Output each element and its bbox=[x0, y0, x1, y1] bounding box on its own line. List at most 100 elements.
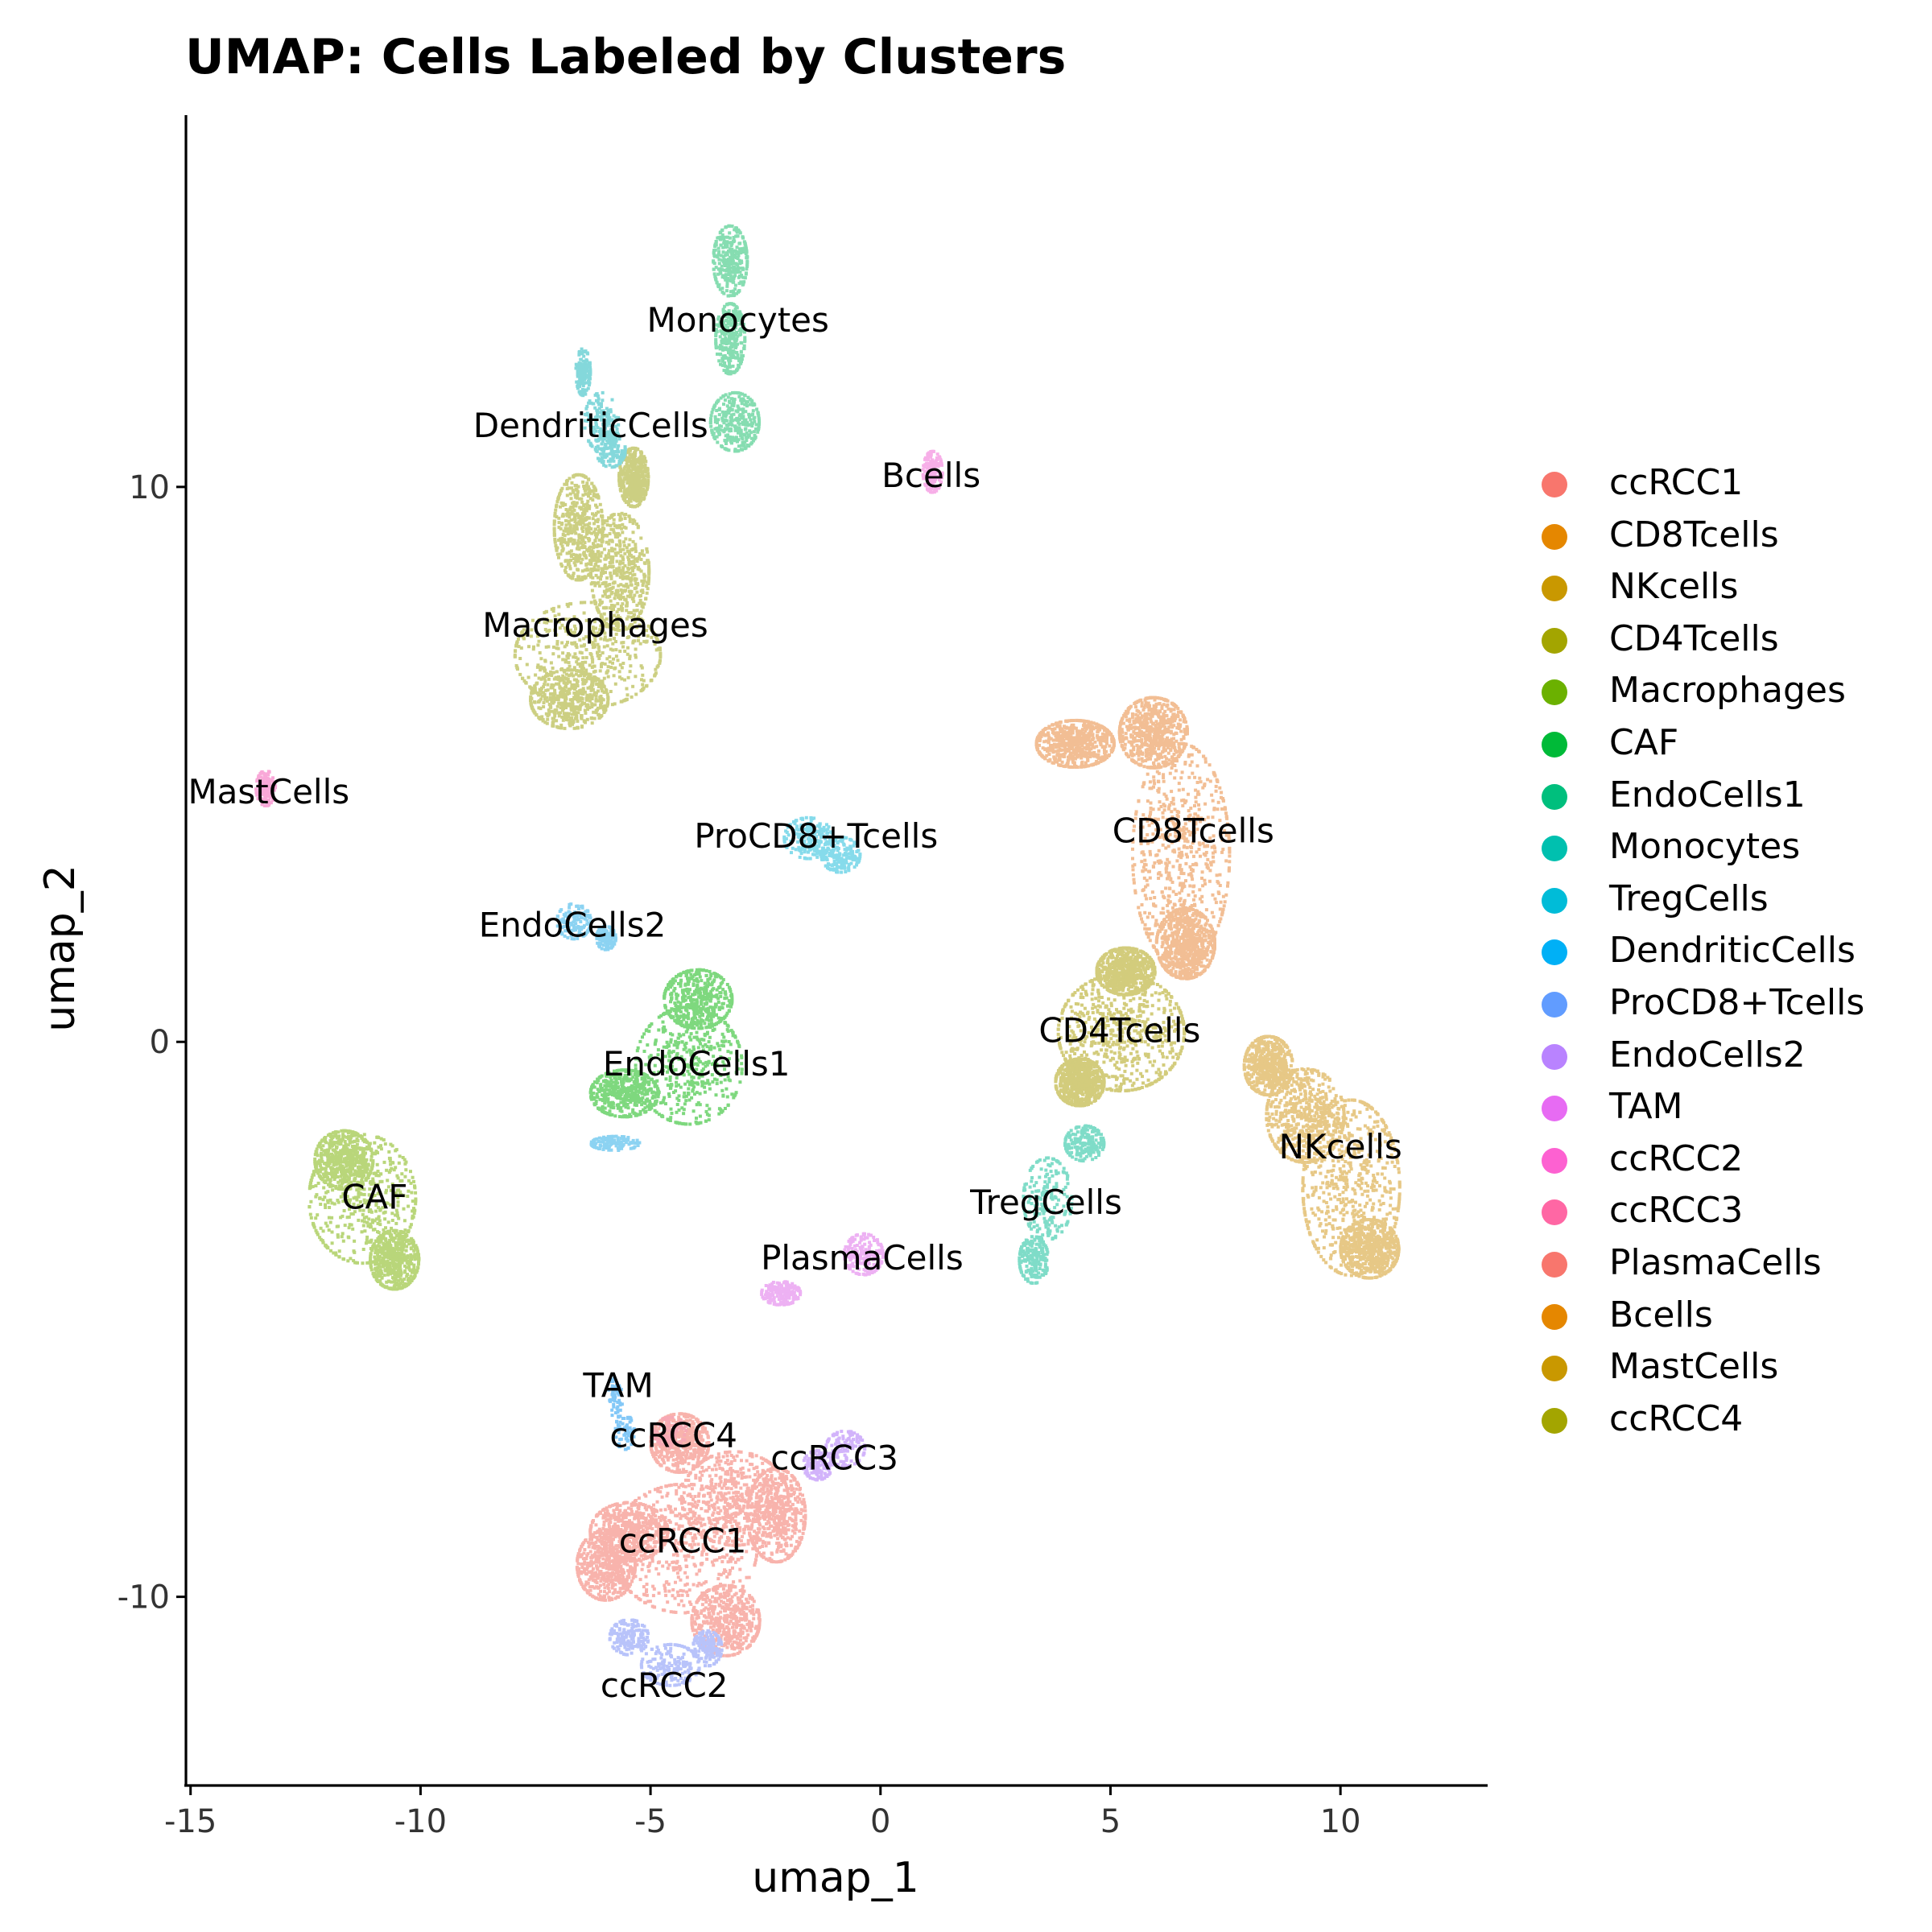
cell-point bbox=[670, 1537, 673, 1541]
cell-point bbox=[776, 1537, 780, 1541]
cell-point bbox=[1180, 886, 1184, 890]
cell-point bbox=[724, 1604, 729, 1608]
cell-point bbox=[601, 1557, 605, 1561]
cell-point bbox=[658, 1454, 663, 1458]
cell-point bbox=[1198, 888, 1202, 892]
cell-point bbox=[700, 1465, 704, 1469]
cell-point bbox=[603, 1586, 607, 1590]
cell-point bbox=[1199, 780, 1203, 784]
cell-point bbox=[733, 1484, 737, 1487]
cell-point bbox=[1187, 792, 1190, 796]
cell-point bbox=[1150, 709, 1154, 713]
cell-point bbox=[755, 1610, 759, 1614]
cell-point bbox=[645, 1593, 649, 1597]
cell-point bbox=[772, 1467, 776, 1471]
cell-point bbox=[685, 1531, 689, 1535]
cell-point bbox=[631, 1550, 635, 1554]
cell-point bbox=[1194, 800, 1198, 804]
cell-point bbox=[1189, 872, 1193, 876]
cell-point bbox=[1213, 846, 1217, 850]
cell-point bbox=[1166, 898, 1170, 902]
cell-point bbox=[1150, 766, 1154, 770]
cell-point bbox=[720, 1624, 724, 1628]
cell-point bbox=[1175, 726, 1179, 730]
cell-point bbox=[721, 1555, 724, 1559]
cell-point bbox=[1228, 860, 1232, 864]
cell-point bbox=[595, 1564, 598, 1568]
cell-point bbox=[1167, 762, 1171, 766]
cell-point bbox=[706, 1435, 710, 1439]
cell-point bbox=[754, 1541, 758, 1545]
cell-point bbox=[722, 1505, 726, 1509]
cell-point bbox=[740, 1595, 744, 1599]
cell-point bbox=[625, 1543, 630, 1547]
cell-point bbox=[733, 1593, 737, 1597]
cell-point bbox=[784, 1495, 788, 1499]
cell-point bbox=[613, 1575, 617, 1579]
cell-point bbox=[695, 1430, 699, 1433]
cell-point bbox=[699, 1521, 703, 1525]
cell-point bbox=[725, 1553, 729, 1557]
cell-point bbox=[726, 1641, 730, 1645]
cell-point bbox=[625, 1556, 630, 1560]
cell-point bbox=[1191, 911, 1195, 915]
cell-point bbox=[617, 1517, 621, 1521]
cell-point bbox=[1179, 752, 1183, 756]
cell-point bbox=[742, 1626, 746, 1630]
cell-point bbox=[684, 1478, 687, 1482]
cell-point bbox=[1132, 745, 1136, 749]
cell-point bbox=[679, 1588, 683, 1592]
cell-point bbox=[684, 1446, 688, 1449]
cell-point bbox=[1220, 832, 1224, 836]
cell-point bbox=[727, 1491, 731, 1495]
cell-point bbox=[754, 1454, 758, 1458]
cell-point bbox=[1217, 892, 1221, 895]
cell-point bbox=[779, 1550, 783, 1554]
cell-point bbox=[1211, 893, 1215, 897]
cell-point bbox=[1124, 715, 1128, 719]
cell-point bbox=[654, 1530, 658, 1534]
cell-point bbox=[613, 1583, 617, 1587]
cell-point bbox=[751, 1637, 755, 1641]
cell-point bbox=[741, 1632, 745, 1635]
cell-point bbox=[1147, 708, 1151, 712]
cell-point bbox=[1151, 914, 1155, 919]
cell-point bbox=[750, 1486, 754, 1490]
cell-point bbox=[784, 1530, 788, 1533]
cell-point bbox=[672, 1560, 676, 1564]
cell-point bbox=[604, 1535, 608, 1539]
cell-point bbox=[1224, 859, 1228, 863]
cell-point bbox=[1137, 799, 1141, 803]
cell-point bbox=[1159, 718, 1162, 721]
cell-point bbox=[687, 1478, 691, 1482]
cell-point bbox=[696, 1599, 700, 1603]
cell-point bbox=[741, 1602, 745, 1606]
cell-point bbox=[650, 1546, 654, 1550]
cell-point bbox=[1214, 784, 1218, 788]
cell-point bbox=[1198, 897, 1202, 901]
cell-point bbox=[684, 1470, 688, 1473]
cell-point bbox=[686, 1593, 690, 1597]
cell-point bbox=[613, 1547, 617, 1551]
cell-point bbox=[1187, 927, 1191, 931]
cell-point bbox=[603, 1515, 607, 1519]
cell-point bbox=[630, 1504, 634, 1508]
cell-point bbox=[712, 1563, 716, 1567]
cell-point bbox=[720, 1467, 724, 1471]
cell-point bbox=[630, 1509, 634, 1513]
cell-point bbox=[671, 1453, 675, 1457]
cell-point bbox=[1165, 757, 1169, 761]
cell-point bbox=[724, 1515, 729, 1519]
cell-point bbox=[688, 1492, 692, 1496]
cell-point bbox=[1209, 861, 1213, 865]
cell-point bbox=[580, 1562, 584, 1566]
cell-point bbox=[644, 1520, 648, 1524]
cell-point bbox=[781, 1472, 785, 1476]
cell-point bbox=[642, 1557, 646, 1561]
cell-point bbox=[616, 1575, 620, 1579]
cell-point bbox=[742, 1531, 746, 1535]
cell-point bbox=[798, 1529, 802, 1533]
cell-point bbox=[718, 1528, 722, 1532]
cell-point bbox=[698, 1443, 702, 1447]
cell-point bbox=[700, 1553, 704, 1557]
